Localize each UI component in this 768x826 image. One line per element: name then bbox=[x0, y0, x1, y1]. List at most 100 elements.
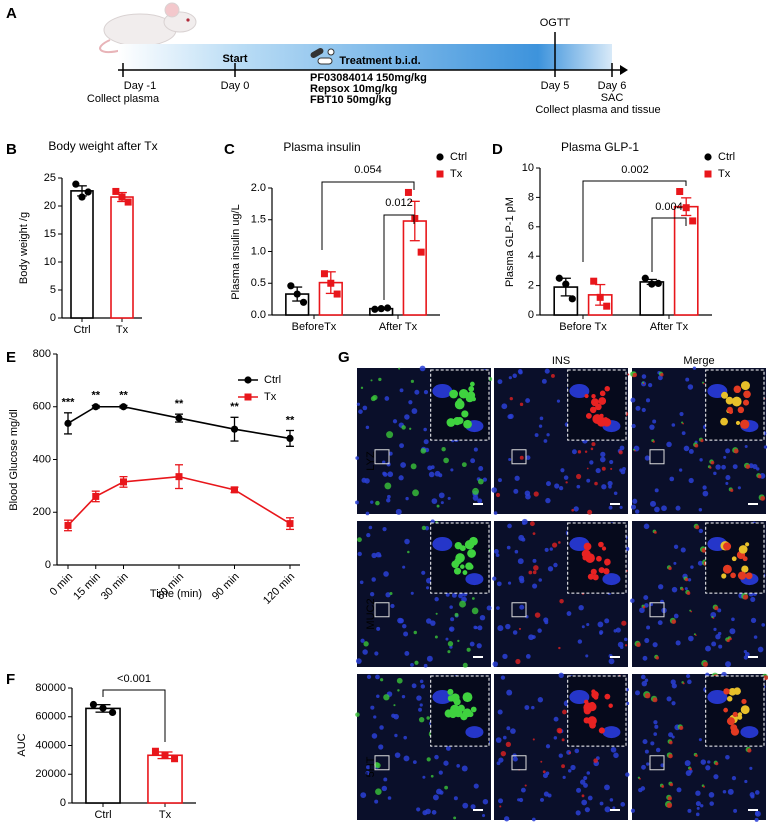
inset-stain bbox=[591, 690, 599, 699]
nucleus bbox=[599, 631, 603, 635]
nucleus bbox=[692, 366, 697, 370]
nucleus bbox=[585, 654, 589, 658]
nucleus bbox=[583, 783, 588, 788]
data-point bbox=[286, 520, 294, 528]
inset-stain bbox=[599, 390, 606, 397]
stain-green bbox=[466, 647, 471, 652]
nucleus bbox=[434, 596, 439, 602]
inset-stain bbox=[450, 704, 460, 715]
nucleus bbox=[492, 576, 497, 581]
data-point bbox=[84, 188, 92, 196]
y-tick-label: 20 bbox=[44, 200, 56, 212]
y-tick-label: 60000 bbox=[35, 711, 66, 723]
roi-box bbox=[511, 449, 527, 465]
y-tick-label: 15 bbox=[44, 228, 56, 240]
nucleus bbox=[641, 407, 646, 413]
y-tick-label: 0 bbox=[45, 559, 51, 571]
stain-red bbox=[621, 620, 627, 626]
nucleus bbox=[654, 724, 659, 729]
stain-red bbox=[561, 764, 566, 769]
stain-red bbox=[499, 805, 502, 808]
data-point bbox=[417, 248, 425, 256]
nucleus bbox=[510, 728, 516, 734]
nucleus bbox=[366, 532, 371, 538]
nucleus bbox=[505, 623, 511, 630]
nucleus bbox=[661, 505, 667, 512]
nucleus bbox=[456, 764, 460, 768]
stain-red bbox=[702, 661, 709, 667]
inset-nucleus bbox=[432, 690, 453, 705]
nucleus bbox=[379, 725, 384, 730]
nucleus bbox=[491, 487, 498, 493]
nucleus bbox=[601, 484, 607, 490]
nucleus bbox=[641, 764, 646, 770]
nucleus bbox=[388, 451, 393, 456]
nucleus bbox=[470, 458, 476, 464]
data-point bbox=[555, 274, 563, 282]
nucleus bbox=[360, 792, 367, 799]
inset-stain bbox=[740, 381, 750, 391]
nucleus bbox=[641, 374, 647, 379]
stain-red bbox=[733, 448, 739, 454]
nucleus bbox=[547, 566, 554, 572]
inset-stain bbox=[583, 717, 590, 724]
nucleus bbox=[634, 509, 640, 514]
nucleus bbox=[688, 477, 694, 484]
timeline-text: SAC bbox=[601, 92, 624, 104]
nucleus bbox=[545, 744, 551, 749]
stain-red bbox=[729, 637, 732, 641]
data-point bbox=[231, 486, 238, 494]
nucleus bbox=[688, 449, 694, 454]
stain-red bbox=[679, 725, 684, 731]
nucleus bbox=[613, 629, 617, 633]
inset-stain bbox=[598, 727, 605, 734]
stain-red bbox=[642, 605, 646, 609]
stain-green bbox=[436, 504, 440, 508]
nucleus bbox=[445, 592, 450, 597]
nucleus bbox=[474, 626, 478, 630]
nucleus bbox=[609, 798, 614, 802]
stain-red bbox=[587, 509, 593, 515]
nucleus bbox=[630, 397, 636, 403]
nucleus bbox=[587, 795, 593, 801]
nucleus bbox=[497, 478, 502, 483]
inset-stain bbox=[592, 574, 599, 581]
inset-stain bbox=[467, 539, 475, 547]
x-tick-label: Tx bbox=[159, 809, 172, 821]
y-axis-label: AUC bbox=[16, 733, 28, 756]
inset-stain bbox=[447, 695, 455, 702]
x-tick-label: Ctrl bbox=[73, 324, 90, 336]
stain-red bbox=[700, 439, 704, 443]
nucleus bbox=[640, 674, 646, 680]
nucleus bbox=[615, 627, 621, 633]
nucleus bbox=[503, 735, 507, 740]
stain-red bbox=[714, 606, 719, 611]
stain-red bbox=[632, 372, 638, 378]
nucleus bbox=[543, 791, 549, 797]
nucleus bbox=[390, 603, 395, 609]
stain-red bbox=[638, 777, 641, 780]
significance-bracket bbox=[383, 214, 415, 300]
data-point bbox=[377, 305, 385, 313]
legend-marker bbox=[704, 153, 712, 161]
nucleus bbox=[631, 504, 637, 510]
stain-red bbox=[653, 530, 657, 534]
nucleus bbox=[398, 475, 404, 481]
nucleus bbox=[673, 561, 677, 565]
stain-red bbox=[745, 464, 751, 469]
stain-green bbox=[457, 639, 460, 643]
nucleus bbox=[419, 679, 424, 684]
inset-stain bbox=[743, 390, 751, 399]
nucleus bbox=[496, 761, 501, 766]
nucleus bbox=[410, 591, 414, 595]
nucleus bbox=[671, 423, 676, 427]
nucleus bbox=[525, 398, 531, 403]
nucleus bbox=[371, 577, 376, 582]
x-axis-label: Time (min) bbox=[150, 588, 202, 600]
nucleus bbox=[428, 471, 435, 478]
nucleus bbox=[630, 808, 636, 813]
nucleus bbox=[430, 620, 436, 626]
nucleus bbox=[477, 498, 483, 504]
nucleus bbox=[473, 447, 478, 452]
nucleus bbox=[401, 694, 406, 699]
